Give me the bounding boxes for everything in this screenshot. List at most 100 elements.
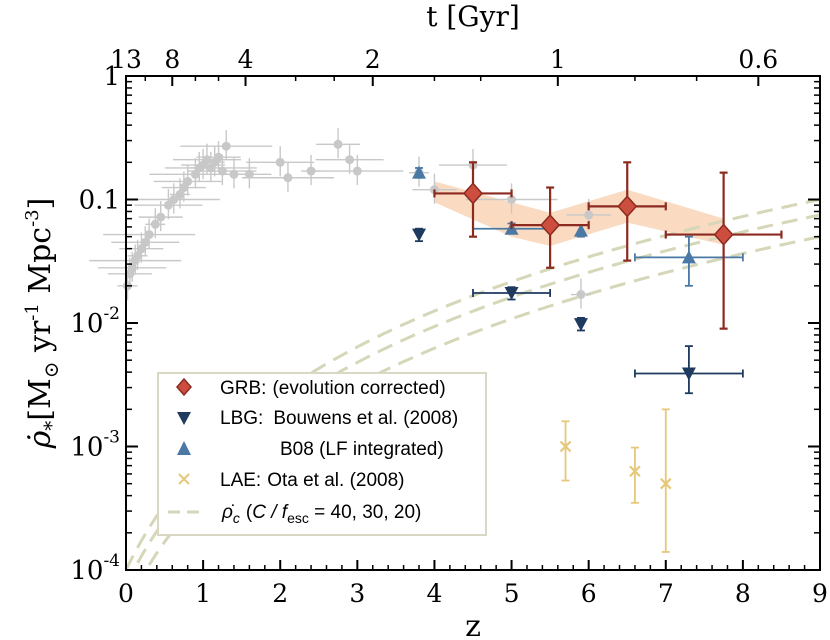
y-tick-base: 10	[70, 556, 103, 586]
top-tick-label: 8	[164, 45, 180, 74]
top-tick-label: 4	[238, 45, 254, 74]
legend-entry-rhoc: ρ̇c (C / fesc = 40, 30, 20)	[168, 502, 421, 526]
gray-point-marker	[576, 290, 586, 300]
gray-point	[227, 158, 272, 189]
gray-point-marker	[584, 210, 594, 220]
series-layer	[412, 161, 783, 553]
x-tick-label: 4	[426, 579, 442, 608]
top-tick-label: 1	[550, 45, 566, 74]
lbg-point	[472, 286, 552, 301]
grb-point-marker	[617, 195, 638, 218]
x-tick-label: 7	[658, 579, 674, 608]
y-tick-label: 10-4	[70, 551, 120, 586]
legend-lae-prefix: LAE:	[220, 470, 261, 491]
gray-point-marker	[345, 155, 355, 165]
legend-rhoc-values: = 40, 30, 20)	[309, 502, 422, 523]
gray-point	[241, 161, 334, 192]
legend-rhoc-esc: esc	[287, 510, 309, 526]
grb-point	[664, 171, 783, 330]
gray-point	[315, 143, 384, 174]
gray-point	[145, 208, 166, 239]
lae-point-marker	[660, 477, 672, 490]
svg-text:LAE:Ota et al. (2008): LAE: Ota et al. (2008)	[220, 470, 405, 491]
legend-entry-lae: LAE: Ota et al. (2008)	[178, 470, 405, 491]
legend-triangle-up-icon	[177, 441, 191, 455]
legend-grb-prefix: GRB:	[220, 378, 266, 399]
b08-point-marker	[573, 223, 588, 237]
gray-point-marker	[507, 195, 517, 204]
y-label-mpc: Mpc	[23, 227, 58, 303]
grb-point-marker	[462, 182, 484, 205]
y-label-sun: ⊙	[39, 362, 63, 379]
x-tick-label: 5	[504, 579, 520, 608]
svg-text:GRB:(evolution corrected): GRB: (evolution corrected)	[220, 378, 446, 399]
grb-point	[433, 161, 513, 238]
legend: GRB: (evolution corrected) LBG: Bouwens et…	[157, 372, 487, 536]
y-label-exp1: -1	[22, 303, 43, 321]
legend-rhoc-symbol: ρ̇	[221, 502, 234, 523]
x-tick-label: 9	[812, 579, 828, 608]
y-label-rho: ρ̇	[23, 430, 58, 449]
b08-point	[634, 235, 744, 287]
y-tick-exp: -2	[103, 304, 120, 324]
y-tick-base: 10	[70, 433, 103, 463]
gray-point-marker	[169, 195, 179, 204]
lbg-point-marker	[573, 318, 588, 332]
y-tick-base: 10	[70, 309, 103, 339]
top-axis-label: t [Gyr]	[426, 0, 520, 33]
legend-triangle-down-icon	[177, 412, 191, 425]
legend-entry-grb: GRB: (evolution corrected)	[176, 377, 446, 399]
legend-lbg-prefix: LBG:	[220, 408, 263, 429]
x-axis-label: z	[465, 609, 481, 640]
gray-point	[169, 178, 190, 209]
grb-point-marker	[540, 214, 561, 237]
grb-band-layer	[434, 181, 724, 246]
lae-point	[660, 408, 672, 553]
legend-rhoc-sub: c	[233, 510, 240, 526]
gray-point-marker	[244, 169, 254, 179]
legend-lae-text: Ota et al. (2008)	[267, 470, 404, 491]
y-tick-base: 1	[103, 62, 120, 92]
gray-point	[188, 154, 257, 186]
legend-rhoc-cfesc: C / f	[252, 502, 289, 523]
gray-point-marker	[221, 141, 231, 151]
gray-point	[103, 218, 196, 249]
y-tick-exp: -4	[103, 551, 120, 571]
gray-point-marker	[140, 237, 150, 247]
top-tick-label: 13	[110, 45, 142, 74]
lbg-point-marker	[681, 367, 696, 381]
gray-point-marker	[283, 173, 293, 183]
gray-point-marker	[217, 166, 227, 176]
b08-point-marker	[681, 250, 696, 264]
y-tick-exp: -3	[103, 428, 120, 448]
gray-point	[134, 189, 203, 220]
y-label-units: [M	[23, 378, 58, 420]
gray-point	[153, 165, 222, 196]
gray-point-marker	[214, 152, 224, 162]
gray-point-marker	[183, 176, 193, 186]
y-label-exp2: -3	[22, 209, 43, 227]
gray-point-marker	[144, 230, 154, 240]
gray-point-marker	[163, 200, 173, 210]
lbg-point	[634, 345, 744, 395]
x-tick-label: 1	[195, 579, 211, 608]
top-tick-label: 2	[365, 45, 381, 74]
gray-point	[138, 201, 183, 232]
y-tick-label: 10-2	[70, 304, 120, 339]
y-label-sub: *	[39, 421, 63, 431]
legend-box	[157, 372, 487, 536]
svg-text:ρ̇c(C / fesc = 40, 30, 20): ρ̇c (C / fesc = 40, 30, 20)	[221, 502, 421, 526]
legend-entry-b08: B08 (LF integrated)	[177, 439, 444, 460]
b08-point	[412, 165, 427, 179]
gray-point	[316, 128, 361, 159]
gray-point	[107, 257, 152, 288]
lae-point-marker	[629, 465, 641, 478]
x-tick-label: 2	[272, 579, 288, 608]
gray-point-marker	[352, 166, 362, 176]
lbg-point-marker	[504, 286, 519, 300]
gray-point	[223, 158, 244, 189]
gray-point-marker	[333, 139, 343, 149]
x-tick-label: 6	[581, 579, 597, 608]
lae-point	[629, 446, 641, 504]
